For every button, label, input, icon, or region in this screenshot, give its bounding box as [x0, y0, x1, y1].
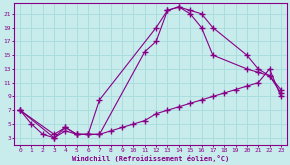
X-axis label: Windchill (Refroidissement éolien,°C): Windchill (Refroidissement éolien,°C): [72, 155, 229, 162]
